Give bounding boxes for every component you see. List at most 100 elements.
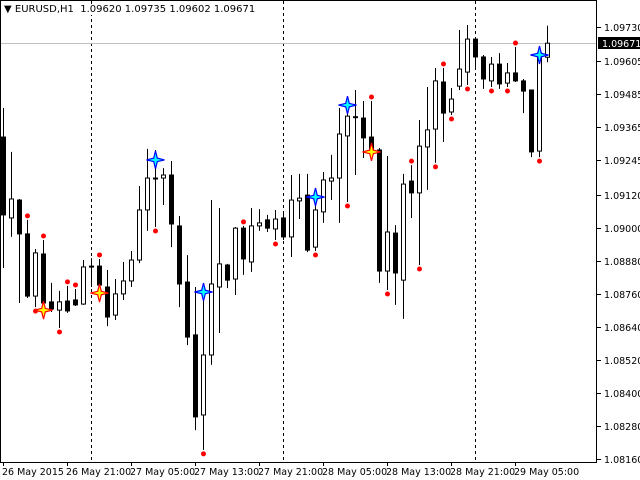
bullish-candle bbox=[313, 209, 318, 248]
bullish-candle bbox=[545, 42, 550, 58]
bearish-candle bbox=[361, 117, 366, 139]
bearish-candle bbox=[265, 219, 270, 229]
bullish-candle bbox=[465, 38, 470, 73]
fractal-dot bbox=[97, 252, 102, 258]
fractal-dot bbox=[65, 279, 70, 285]
bullish-candle bbox=[433, 80, 438, 130]
bearish-candle bbox=[281, 217, 286, 238]
time-tick-label: 28 May 05:00 bbox=[322, 467, 387, 478]
bearish-candle bbox=[97, 265, 102, 286]
cyan-star-icon bbox=[194, 282, 213, 302]
bullish-candle bbox=[209, 283, 214, 356]
bullish-candle bbox=[337, 133, 342, 179]
bearish-candle bbox=[41, 253, 46, 304]
bid-price-label: 1.09671 bbox=[602, 39, 640, 50]
cyan-star-icon bbox=[146, 150, 165, 170]
bearish-candle bbox=[377, 149, 382, 272]
price-tick-label: 1.08880 bbox=[604, 257, 640, 268]
price-tick-label: 1.08280 bbox=[604, 422, 640, 433]
price-axis[interactable]: 1.09730 1.09605 1.09485 1.09365 1.09245 1.091… bbox=[597, 23, 640, 466]
bearish-candle bbox=[25, 233, 30, 297]
fractal-dot bbox=[537, 158, 542, 164]
bearish-candle bbox=[529, 89, 534, 153]
fractal-dot bbox=[345, 203, 350, 209]
fractal-dot bbox=[417, 266, 422, 272]
fractal-dot bbox=[25, 213, 30, 219]
bearish-candle bbox=[73, 299, 78, 306]
bullish-candle bbox=[217, 263, 222, 288]
price-tick-label: 1.08640 bbox=[604, 323, 640, 334]
triangle-down-icon[interactable]: ▼ bbox=[4, 4, 12, 15]
bullish-candle bbox=[289, 199, 294, 238]
fractal-dot bbox=[273, 241, 278, 247]
fractal-dot bbox=[385, 291, 390, 297]
price-tick-label: 1.08160 bbox=[604, 455, 640, 466]
bid-price-box bbox=[598, 37, 640, 49]
yellow-star-icon bbox=[34, 300, 53, 320]
price-tick-label: 1.08400 bbox=[604, 389, 640, 400]
bullish-candle bbox=[33, 252, 38, 297]
fractal-dot bbox=[201, 451, 206, 457]
price-tick-label: 1.08520 bbox=[604, 356, 640, 367]
price-tick-label: 1.09605 bbox=[604, 57, 640, 68]
bullish-candle bbox=[457, 68, 462, 87]
fractal-dot bbox=[241, 219, 246, 225]
bearish-candle bbox=[185, 281, 190, 338]
price-tick-label: 1.09485 bbox=[604, 90, 640, 101]
cyan-star-icon bbox=[306, 187, 325, 207]
bearish-candle bbox=[513, 72, 518, 82]
bullish-candle bbox=[129, 259, 134, 282]
bearish-candle bbox=[177, 225, 182, 285]
bullish-candle bbox=[113, 293, 118, 316]
fractal-dot bbox=[433, 164, 438, 170]
bullish-candle bbox=[505, 72, 510, 84]
time-tick-label: 26 May 2015 bbox=[2, 467, 64, 478]
bearish-candle bbox=[169, 174, 174, 225]
bullish-candle bbox=[385, 231, 390, 272]
fractal-dot bbox=[153, 228, 158, 234]
bullish-candle bbox=[121, 280, 126, 295]
bullish-candle bbox=[249, 225, 254, 263]
chart-header: ▼ EURUSD,H1 1.09620 1.09735 1.09602 1.09… bbox=[4, 4, 256, 15]
fractal-dot bbox=[465, 86, 470, 92]
bullish-candle bbox=[161, 174, 166, 179]
fractal-dot bbox=[513, 40, 518, 46]
bullish-candle bbox=[257, 222, 262, 227]
fractal-dot bbox=[73, 282, 78, 288]
bearish-candle bbox=[105, 286, 110, 318]
bearish-candle bbox=[473, 38, 478, 58]
bearish-candle bbox=[305, 194, 310, 251]
bearish-candle bbox=[49, 301, 54, 310]
bullish-candle bbox=[81, 266, 86, 305]
price-tick-label: 1.09120 bbox=[604, 191, 640, 202]
price-tick-label: 1.09365 bbox=[604, 123, 640, 134]
bearish-candle bbox=[497, 63, 502, 85]
fractal-dot bbox=[449, 116, 454, 122]
fractal-dot bbox=[489, 88, 494, 94]
bullish-candle bbox=[449, 98, 454, 113]
fractal-dot bbox=[369, 94, 374, 100]
fractal-dot bbox=[441, 61, 446, 67]
bullish-candle bbox=[489, 63, 494, 82]
yellow-star-icon bbox=[362, 142, 381, 162]
bullish-candle bbox=[345, 115, 350, 137]
bearish-candle bbox=[521, 80, 526, 92]
bearish-candle bbox=[441, 81, 446, 114]
bullish-candle bbox=[137, 209, 142, 261]
bullish-candle bbox=[233, 227, 238, 280]
fractal-dot bbox=[505, 88, 510, 94]
bullish-candle bbox=[353, 116, 358, 119]
time-tick-label: 26 May 21:00 bbox=[66, 467, 131, 478]
time-tick-label: 27 May 13:00 bbox=[194, 467, 259, 478]
bearish-candle bbox=[65, 300, 70, 312]
yellow-star-icon bbox=[90, 283, 109, 303]
price-tick-label: 1.09000 bbox=[604, 224, 640, 235]
bullish-candle bbox=[425, 129, 430, 148]
time-tick-label: 28 May 13:00 bbox=[386, 467, 451, 478]
bullish-candle bbox=[273, 218, 278, 230]
bullish-candle bbox=[329, 177, 334, 182]
cyan-star-icon bbox=[530, 45, 549, 65]
bullish-candle bbox=[401, 183, 406, 281]
